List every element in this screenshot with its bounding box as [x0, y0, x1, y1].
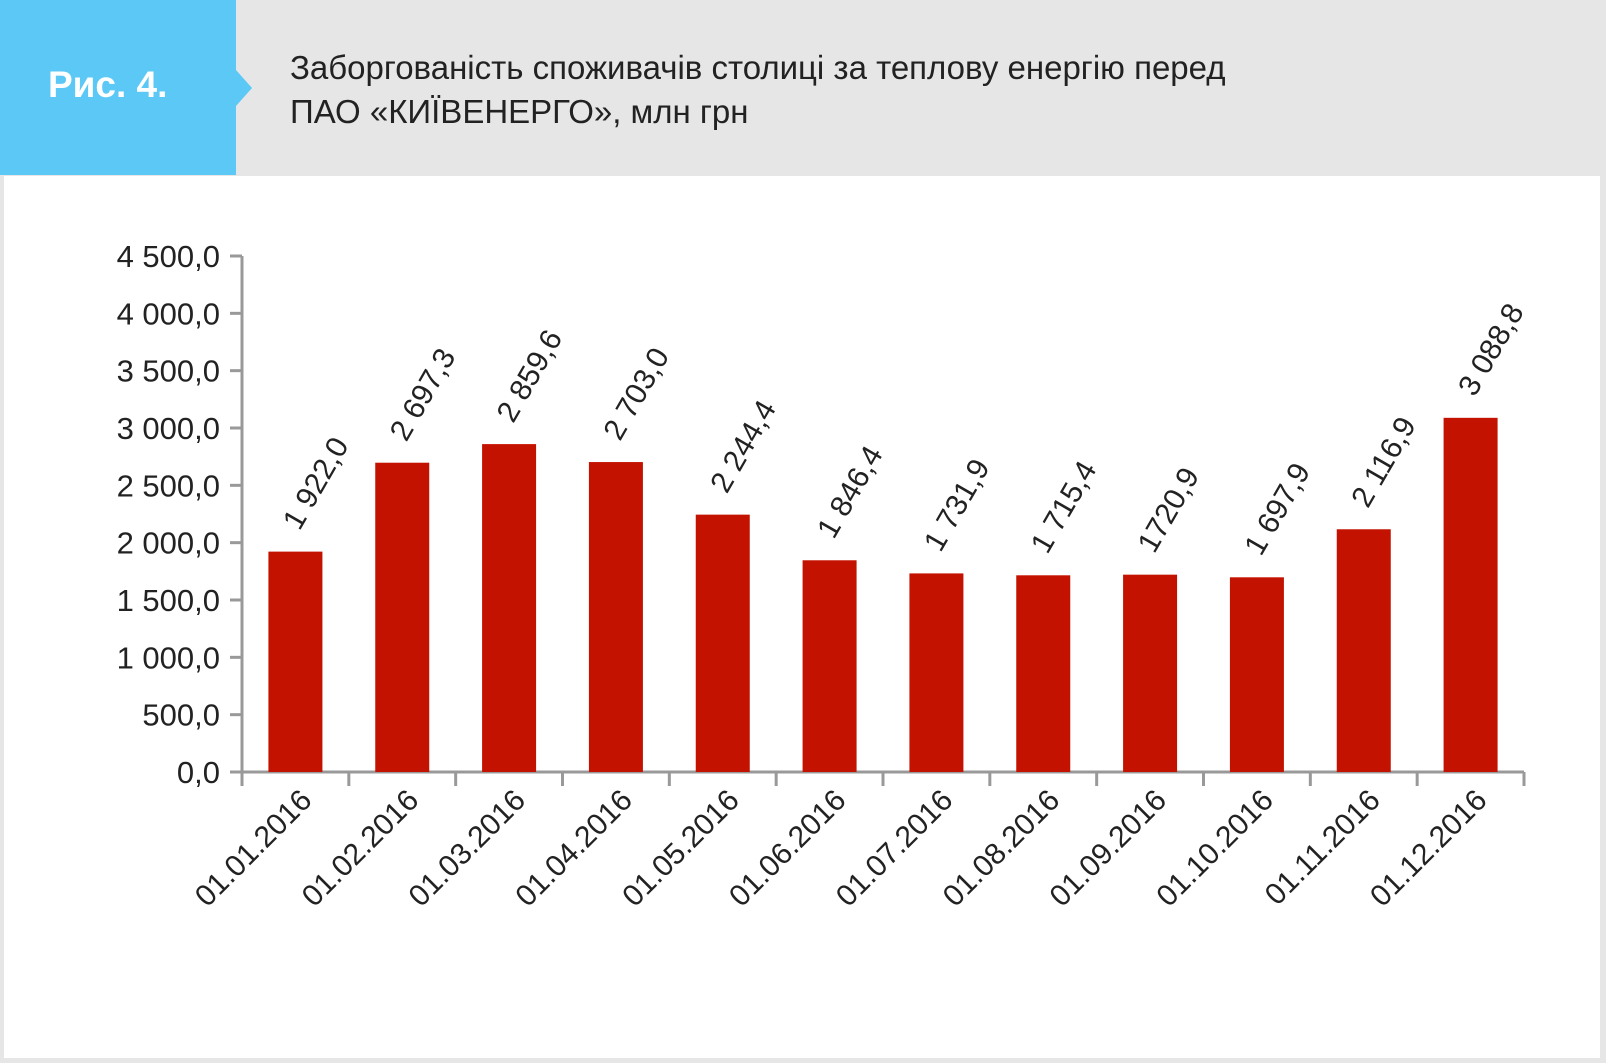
bar: [909, 573, 964, 772]
figure-badge-shape: [0, 0, 252, 175]
header-band: [0, 0, 1606, 175]
bar: [268, 551, 323, 772]
figure-label: Рис. 4.: [48, 64, 168, 105]
value-label: 2 244,4: [704, 395, 783, 498]
bar-chart: 0,0 500,0 1 000,0 1 500,0 2 000,0 2 500,0 3 00…: [117, 239, 1531, 914]
value-label: 2 116,9: [1345, 411, 1423, 512]
x-tick-label: 01.12.2016: [1364, 784, 1494, 914]
value-label: 2 697,3: [384, 343, 463, 446]
x-tick-label: 01.10.2016: [1150, 784, 1280, 914]
value-label: 1 715,4: [1025, 456, 1104, 559]
y-tick-label: 500,0: [142, 698, 220, 733]
bar: [1123, 574, 1178, 772]
y-tick-label: 4 000,0: [117, 296, 220, 331]
value-label: 1 697,9: [1238, 458, 1317, 561]
bar: [1016, 575, 1071, 772]
chart-title: Заборгованість споживачів столиці за теп…: [290, 46, 1390, 134]
bar: [482, 444, 537, 772]
y-tick-label: 4 500,0: [117, 239, 220, 274]
figure-badge: Рис. 4.: [0, 0, 255, 175]
value-label: 1 846,4: [811, 441, 890, 544]
bar: [1229, 577, 1284, 772]
chart-panel: 0,0 500,0 1 000,0 1 500,0 2 000,0 2 500,0 3 00…: [4, 176, 1600, 1058]
y-tick-label: 1 000,0: [117, 640, 220, 675]
chart-title-line2: ПАО «КИЇВЕНЕРГО», млн грн: [290, 93, 749, 130]
y-tick-label: 3 500,0: [117, 354, 220, 389]
bar: [1336, 529, 1391, 772]
chart-title-line1: Заборгованість споживачів столиці за теп…: [290, 49, 1226, 86]
bar: [1443, 417, 1498, 772]
bar: [802, 560, 857, 772]
value-label: 2 703,0: [597, 342, 676, 445]
value-label: 1720,9: [1132, 462, 1206, 558]
y-tick-label: 2 000,0: [117, 526, 220, 561]
bar: [375, 462, 430, 772]
bar: [695, 514, 750, 772]
bar: [588, 462, 643, 772]
value-label: 1 922,0: [277, 432, 356, 535]
y-tick-label: 3 000,0: [117, 411, 220, 446]
y-tick-label: 1 500,0: [117, 583, 220, 618]
value-label: 1 731,9: [918, 454, 997, 557]
y-tick-label: 2 500,0: [117, 468, 220, 503]
value-label: 3 088,8: [1452, 298, 1531, 401]
value-label: 2 859,6: [491, 324, 570, 427]
y-tick-label: 0,0: [177, 755, 220, 790]
